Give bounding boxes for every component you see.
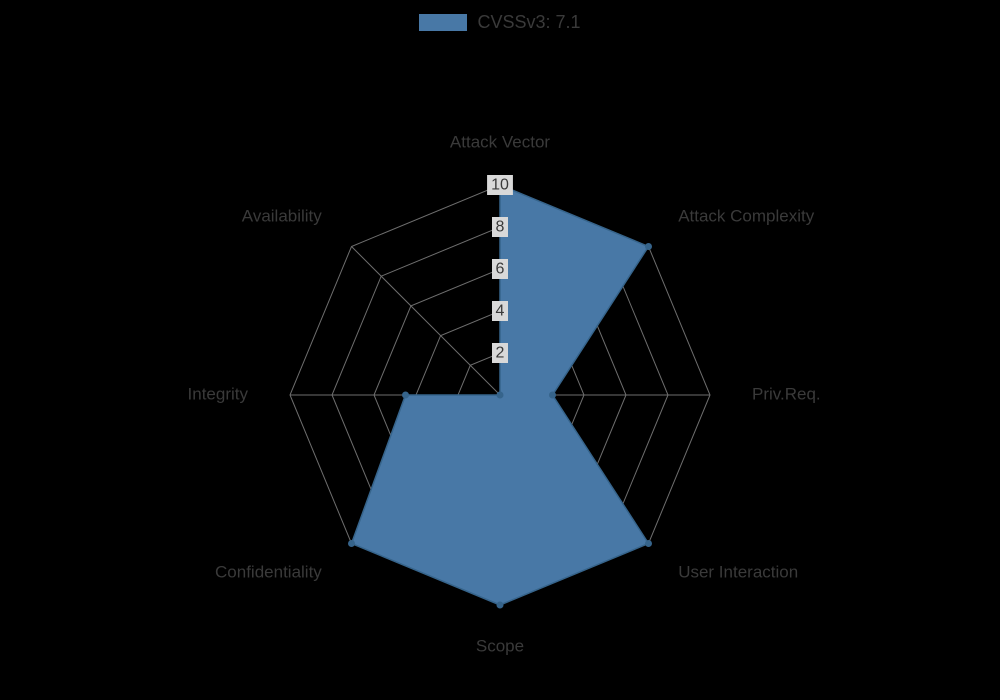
legend-swatch [419,14,467,31]
chart-legend: CVSSv3: 7.1 [0,12,1000,36]
tick-label: 10 [491,177,509,194]
legend-label: CVSSv3: 7.1 [477,12,580,33]
axis-label: User Interaction [678,563,798,582]
radar-chart: 2 4 6 8 10 Attack Vector Attack Complexity Priv… [0,0,1000,700]
series-point [497,602,504,609]
series-point [348,540,355,547]
axis-label: Integrity [188,384,249,403]
axis-label: Priv.Req. [752,384,821,403]
axis-label: Confidentiality [215,563,322,582]
tick-label: 8 [496,219,505,236]
series-point [549,392,556,399]
axis-label: Attack Complexity [678,206,815,225]
axis-label: Availability [242,206,323,225]
axis-label: Scope [476,636,524,655]
radar-chart-container: { "chart": { "type": "radar", "legend": … [0,0,1000,700]
series-point [402,392,409,399]
tick-label: 6 [496,261,505,278]
series-point [645,540,652,547]
series-point [645,243,652,250]
legend-item: CVSSv3: 7.1 [419,12,580,33]
axis-label: Attack Vector [450,132,550,151]
series-point [497,392,504,399]
tick-label: 2 [496,345,505,362]
tick-label: 4 [496,303,505,320]
